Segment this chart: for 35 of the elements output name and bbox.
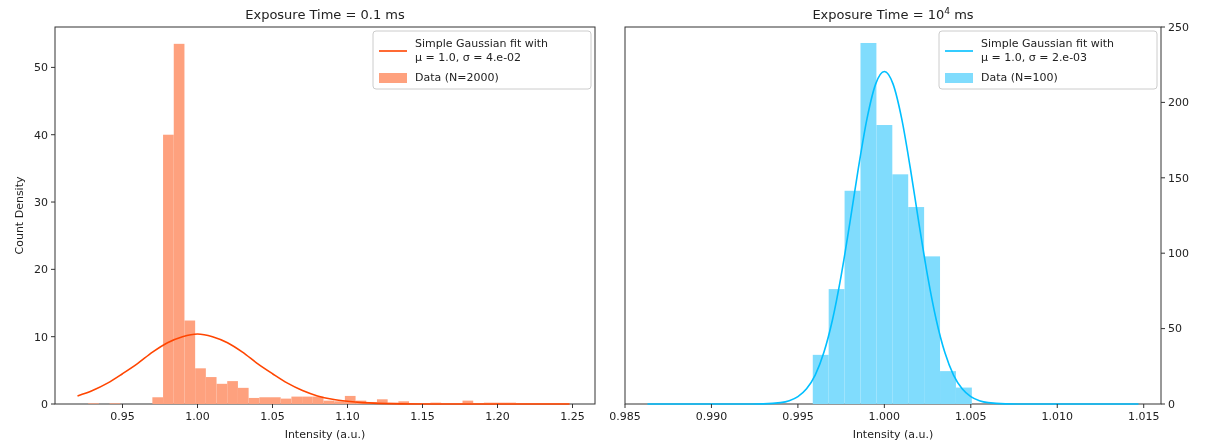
x-tick-label: 1.015: [1127, 410, 1160, 423]
y-tick-label: 20: [34, 263, 48, 277]
x-tick-label: 1.05: [260, 410, 285, 423]
x-tick-label: 1.15: [410, 410, 435, 423]
x-tick-label: 0.990: [695, 410, 728, 423]
x-axis-title: Intensity (a.u.): [852, 428, 934, 441]
x-tick-label: 1.25: [560, 410, 585, 423]
y2-tick-label: 50: [1168, 322, 1182, 336]
y2-tick-label: 150: [1168, 171, 1189, 185]
x-tick-label: 0.995: [782, 410, 814, 423]
y-tick-label: 0: [41, 397, 48, 411]
y-tick-label: 30: [34, 195, 48, 209]
y2-tick-label: 0: [1168, 397, 1175, 411]
x-tick-label: 1.20: [485, 410, 510, 423]
chart-title: Exposure Time = 0.1 ms: [245, 7, 405, 22]
y-tick-label: 50: [34, 61, 48, 75]
legend-label: Data (N=100): [981, 71, 1058, 85]
x-axis-title: Intensity (a.u.): [284, 428, 366, 441]
x-tick-label: 0.985: [609, 410, 641, 423]
x-tick-label: 1.010: [1041, 410, 1074, 423]
legend-label: Simple Gaussian fit with μ = 1.0, σ = 2.e-03: [981, 37, 1115, 65]
x-tick-label: 1.000: [868, 410, 901, 423]
y-tick-label: 10: [34, 330, 48, 344]
y-axis-title: Count Density: [13, 176, 26, 255]
legend-label: Simple Gaussian fit with μ = 1.0, σ = 4.e-02: [415, 37, 549, 65]
y2-tick-label: 100: [1168, 247, 1189, 261]
y2-tick-label: 250: [1168, 20, 1189, 34]
y2-tick-label: 200: [1168, 96, 1189, 110]
x-tick-label: 1.00: [185, 410, 210, 423]
x-tick-label: 1.005: [955, 410, 987, 423]
legend-label: Data (N=2000): [415, 71, 499, 85]
y-tick-label: 40: [34, 128, 48, 142]
x-tick-label: 1.10: [335, 410, 360, 423]
chart-title: Exposure Time = 10$^{4}$ ms: [812, 6, 974, 22]
x-tick-label: 0.95: [110, 410, 135, 423]
